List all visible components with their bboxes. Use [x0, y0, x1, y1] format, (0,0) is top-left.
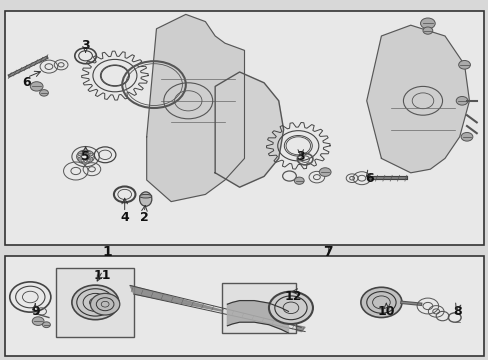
Circle shape: [420, 18, 434, 29]
Circle shape: [42, 322, 50, 328]
Text: 10: 10: [377, 305, 394, 318]
Circle shape: [72, 285, 119, 320]
Text: 9: 9: [31, 305, 40, 318]
Circle shape: [360, 287, 401, 318]
Bar: [5, 11, 483, 245]
Text: 12: 12: [284, 291, 302, 303]
Polygon shape: [215, 72, 283, 187]
Bar: [5, 256, 483, 356]
Circle shape: [319, 168, 330, 176]
Text: 2: 2: [140, 211, 148, 224]
Text: 11: 11: [94, 269, 111, 282]
Polygon shape: [227, 301, 288, 333]
Circle shape: [90, 293, 120, 315]
Circle shape: [455, 96, 467, 105]
Circle shape: [422, 27, 432, 34]
Text: 1: 1: [102, 245, 112, 259]
Circle shape: [32, 317, 44, 325]
Bar: [56, 268, 134, 337]
Bar: [222, 283, 295, 333]
Text: 5: 5: [81, 150, 90, 163]
Circle shape: [460, 132, 472, 141]
Circle shape: [294, 177, 304, 184]
Ellipse shape: [140, 194, 151, 198]
Ellipse shape: [140, 192, 151, 206]
Polygon shape: [146, 14, 244, 202]
Circle shape: [268, 292, 312, 324]
Text: 7: 7: [322, 245, 332, 259]
Text: 3: 3: [81, 39, 90, 51]
Circle shape: [40, 90, 48, 96]
Polygon shape: [366, 25, 468, 173]
Circle shape: [30, 82, 43, 91]
Text: 8: 8: [452, 305, 461, 318]
Polygon shape: [130, 285, 305, 332]
Text: 6: 6: [364, 172, 373, 185]
Circle shape: [458, 60, 469, 69]
Text: 4: 4: [120, 211, 129, 224]
Text: 6: 6: [22, 76, 31, 89]
Text: 3: 3: [296, 150, 305, 163]
